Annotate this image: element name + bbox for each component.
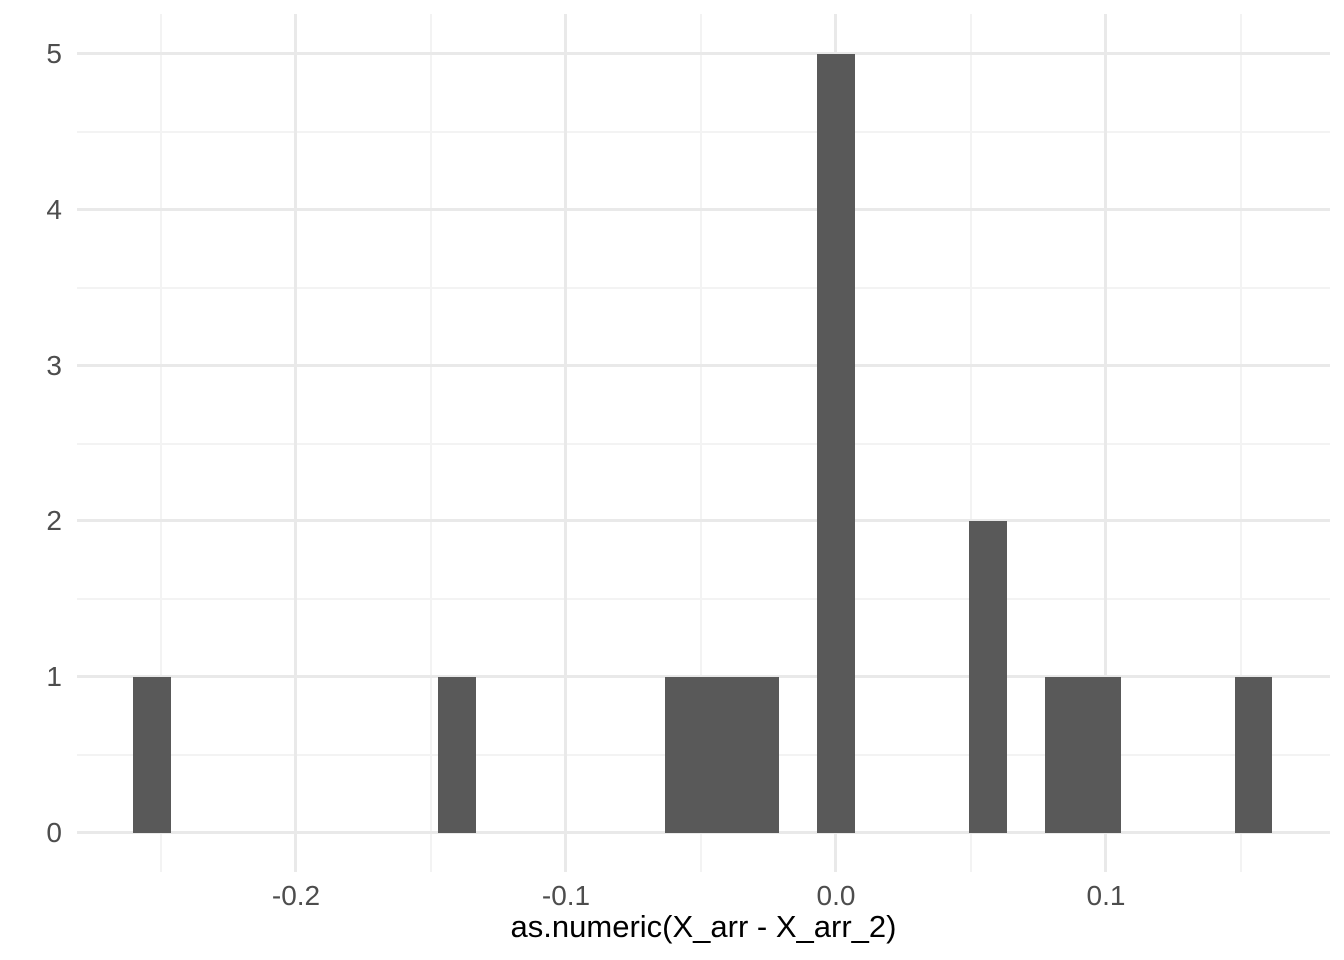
histogram-bar: [1083, 677, 1121, 833]
histogram-bar: [817, 54, 855, 833]
gridline-horizontal-minor: [77, 287, 1330, 289]
y-tick-label: 1: [46, 661, 62, 692]
gridline-vertical-major: [564, 14, 567, 872]
gridline-horizontal-major: [77, 519, 1330, 522]
gridline-horizontal-major: [77, 52, 1330, 55]
y-tick-label: 4: [46, 194, 62, 225]
gridline-vertical-major: [294, 14, 297, 872]
y-tick-label: 0: [46, 817, 62, 848]
histogram-bar: [665, 677, 703, 833]
gridline-horizontal-minor: [77, 443, 1330, 445]
x-tick-label: 0.0: [816, 880, 856, 911]
x-axis-title: as.numeric(X_arr - X_arr_2): [510, 909, 897, 944]
y-tick-label: 3: [46, 350, 62, 381]
histogram-bar: [741, 677, 779, 833]
gridline-horizontal-minor: [77, 131, 1330, 133]
gridline-horizontal-major: [77, 208, 1330, 211]
gridline-horizontal-major: [77, 364, 1330, 367]
x-tick-label: -0.1: [541, 880, 591, 911]
histogram-bar: [969, 521, 1007, 833]
histogram-bar: [133, 677, 171, 833]
x-tick-label: 0.1: [1086, 880, 1126, 911]
histogram-bar: [703, 677, 741, 833]
y-tick-label: 5: [46, 38, 62, 69]
histogram-bar: [438, 677, 476, 833]
histogram-bar: [1235, 677, 1272, 833]
gridline-horizontal-minor: [77, 598, 1330, 600]
plot-panel: [77, 14, 1330, 872]
gridline-horizontal-major: [77, 675, 1330, 678]
y-tick-label: 2: [46, 505, 62, 536]
x-tick-label: -0.2: [271, 880, 321, 911]
gridline-vertical-major: [1104, 14, 1107, 872]
histogram-bar: [1045, 677, 1083, 833]
